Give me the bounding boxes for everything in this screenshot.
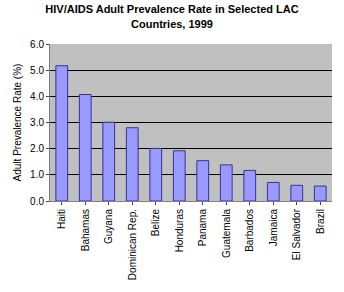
svg-text:1.0: 1.0 [30, 169, 44, 180]
svg-text:Dominican Rep.: Dominican Rep. [127, 209, 138, 280]
svg-text:Brazil: Brazil [315, 209, 326, 234]
svg-text:Guatemala: Guatemala [221, 209, 232, 258]
svg-text:Adult Prevalence Rate (%): Adult Prevalence Rate (%) [12, 64, 23, 182]
svg-text:Jamaica: Jamaica [268, 209, 279, 247]
svg-text:El Salvador: El Salvador [291, 208, 302, 260]
svg-text:Haiti: Haiti [56, 209, 67, 229]
svg-text:Panama: Panama [197, 209, 208, 247]
svg-text:6.0: 6.0 [30, 39, 44, 50]
svg-text:Barbados: Barbados [244, 209, 255, 252]
svg-text:Honduras: Honduras [174, 209, 185, 252]
svg-text:Belize: Belize [150, 209, 161, 237]
svg-text:0.0: 0.0 [30, 196, 44, 207]
svg-text:2.0: 2.0 [30, 143, 44, 154]
svg-text:3.0: 3.0 [30, 117, 44, 128]
svg-text:4.0: 4.0 [30, 91, 44, 102]
svg-text:5.0: 5.0 [30, 65, 44, 76]
svg-text:Guyana: Guyana [103, 209, 114, 244]
svg-text:Bahamas: Bahamas [80, 209, 91, 251]
svg-text:HIV/AIDS Adult Prevalence Rate: HIV/AIDS Adult Prevalence Rate in Select… [45, 3, 298, 29]
